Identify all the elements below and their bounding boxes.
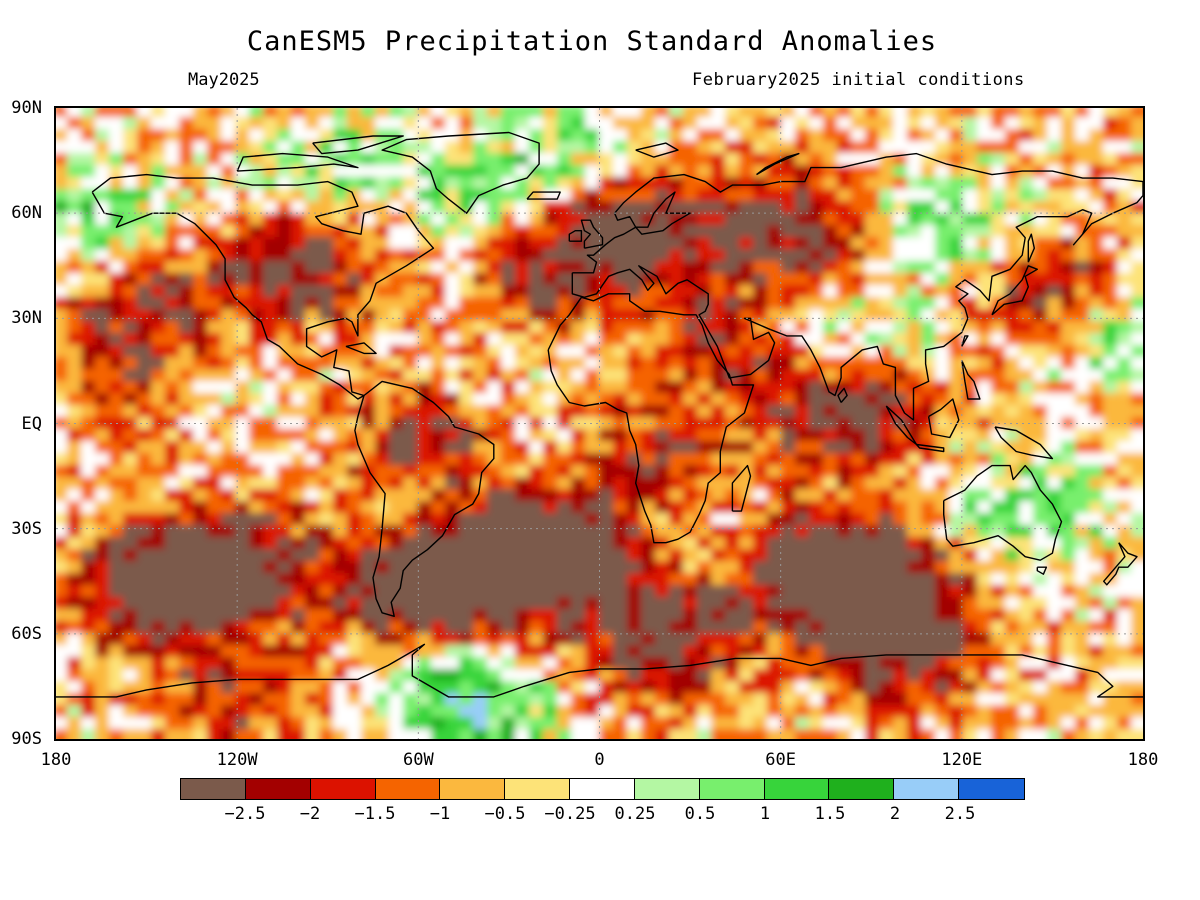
- legend-swatch: [570, 779, 635, 799]
- forecast-month: May2025: [188, 70, 260, 90]
- legend-label: 0.5: [684, 804, 716, 824]
- chart-title: CanESM5 Precipitation Standard Anomalies: [246, 26, 938, 57]
- legend-swatch: [959, 779, 1024, 799]
- legend-swatch: [375, 779, 441, 799]
- legend-label: −2: [299, 804, 321, 824]
- lat-tick-label: 60S: [11, 623, 42, 644]
- lon-tick-label: 0: [594, 750, 605, 770]
- legend-swatch: [245, 779, 311, 799]
- legend-label: 2.5: [944, 804, 976, 824]
- legend-swatch: [181, 779, 246, 799]
- legend-label: 1.5: [814, 804, 846, 824]
- lon-tick-label: 120E: [941, 750, 983, 770]
- legend-swatch: [634, 779, 700, 799]
- lat-tick-label: 90N: [11, 98, 42, 118]
- legend-label: −0.25: [544, 804, 596, 824]
- lon-tick-label: 60W: [402, 750, 434, 770]
- lon-tick-label: 180: [40, 750, 72, 770]
- lat-tick-label: 60N: [11, 203, 42, 224]
- anomaly-map: [54, 106, 1145, 741]
- lon-tick-label: 120W: [216, 750, 258, 770]
- legend-swatch: [699, 779, 765, 799]
- lat-tick-label: EQ: [21, 413, 42, 434]
- anomaly-cell: [1131, 729, 1143, 739]
- legend-label: −1.5: [354, 804, 396, 824]
- legend-swatch: [505, 779, 571, 799]
- lon-tick-label: 60E: [765, 750, 797, 770]
- legend-label: 0.25: [614, 804, 656, 824]
- legend-swatch: [440, 779, 506, 799]
- map-canvas: [56, 108, 1143, 739]
- legend-swatch: [829, 779, 895, 799]
- legend-swatch: [764, 779, 830, 799]
- lat-tick-label: 90S: [11, 729, 42, 749]
- legend-swatch: [310, 779, 376, 799]
- legend-swatch: [894, 779, 960, 799]
- lat-tick-label: 30N: [11, 308, 42, 329]
- lat-tick-label: 30S: [11, 518, 42, 539]
- legend-label: −2.5: [224, 804, 266, 824]
- legend-label: −0.5: [484, 804, 526, 824]
- legend-label: −1: [429, 804, 451, 824]
- legend-label: 2: [889, 804, 901, 824]
- lon-tick-label: 180: [1127, 750, 1159, 770]
- color-legend: [180, 778, 1025, 800]
- legend-label: 1: [759, 804, 771, 824]
- initial-conditions: February2025 initial conditions: [692, 70, 1025, 90]
